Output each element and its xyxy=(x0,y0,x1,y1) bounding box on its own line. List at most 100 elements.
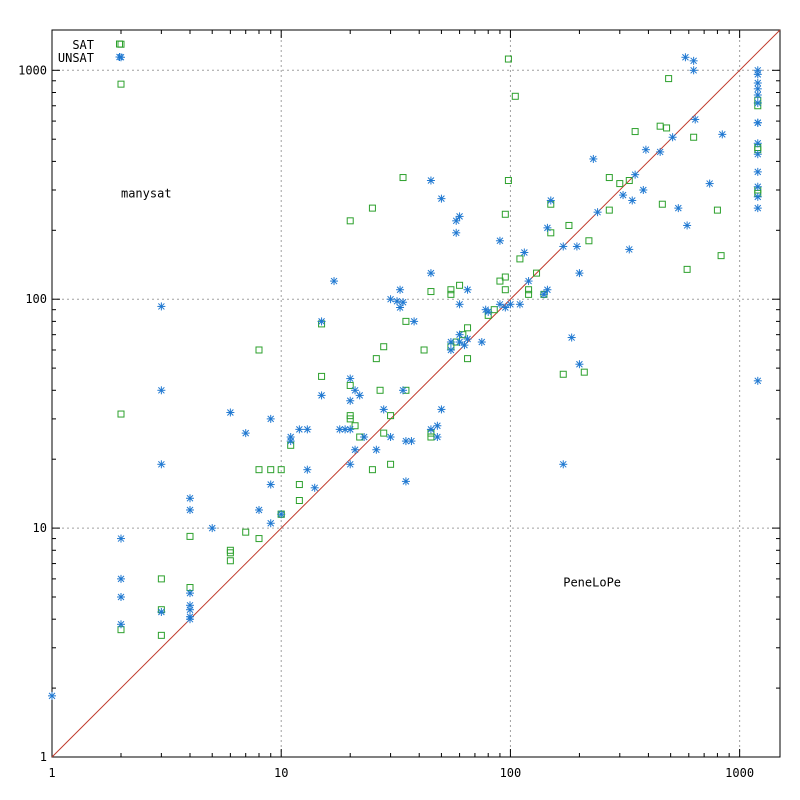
y-tick-label: 1000 xyxy=(18,63,47,77)
sat-point xyxy=(255,535,263,543)
legend: SAT UNSAT xyxy=(58,38,124,65)
annotation-manysat: manysat xyxy=(121,186,172,200)
unsat-point xyxy=(286,437,295,446)
sat-point xyxy=(318,372,326,380)
sat-point xyxy=(226,557,234,565)
unsat-point xyxy=(501,303,510,312)
sat-point xyxy=(464,355,472,363)
unsat-point xyxy=(157,386,166,395)
sat-point xyxy=(447,290,455,298)
unsat-point xyxy=(463,285,472,294)
x-tick-label: 10 xyxy=(274,766,288,780)
unsat-point xyxy=(656,147,665,156)
sat-point xyxy=(226,549,234,557)
unsat-point xyxy=(572,242,581,251)
unsat-point xyxy=(330,277,339,286)
unsat-point xyxy=(691,115,700,124)
unsat-point xyxy=(753,79,762,88)
x-tick-label: 1 xyxy=(48,766,55,780)
unsat-point xyxy=(689,56,698,65)
unsat-point xyxy=(351,445,360,454)
unsat-point xyxy=(317,391,326,400)
unsat-point xyxy=(559,460,568,469)
unsat-point xyxy=(543,223,552,232)
unsat-point xyxy=(543,285,552,294)
unsat-point xyxy=(506,300,515,309)
unsat-point xyxy=(360,433,369,442)
unsat-point xyxy=(559,242,568,251)
unsat-point xyxy=(628,196,637,205)
unsat-point xyxy=(477,338,486,347)
sat-point xyxy=(447,286,455,294)
unsat-point xyxy=(386,295,395,304)
unsat-point xyxy=(463,335,472,344)
unsat-point xyxy=(48,691,56,700)
sat-point xyxy=(376,386,384,394)
sat-point xyxy=(525,290,533,298)
unsat-point xyxy=(689,66,698,75)
sat-point xyxy=(295,497,303,505)
unsat-point xyxy=(254,505,263,514)
unsat-point xyxy=(157,460,166,469)
unsat-point xyxy=(674,204,683,213)
sat-point xyxy=(372,355,380,363)
unsat-point xyxy=(455,338,464,347)
unsat-point xyxy=(753,376,762,385)
sat-point xyxy=(516,255,524,263)
sat-point xyxy=(683,265,691,273)
y-tick-label: 100 xyxy=(25,292,47,306)
sat-point xyxy=(117,40,125,48)
unsat-point xyxy=(401,437,410,446)
sat-point xyxy=(625,177,633,185)
unsat-point xyxy=(593,208,602,217)
unsat-point xyxy=(619,191,628,200)
sat-point xyxy=(295,481,303,489)
unsat-point xyxy=(426,269,435,278)
unsat-point xyxy=(546,196,555,205)
sat-point xyxy=(631,128,639,136)
sat-point xyxy=(255,466,263,474)
x-tick-label: 100 xyxy=(500,766,522,780)
legend-asterisk xyxy=(115,53,124,61)
sat-point xyxy=(402,317,410,325)
unsat-point xyxy=(452,228,461,237)
unsat-point xyxy=(753,204,762,213)
sat-point xyxy=(351,422,359,430)
unsat-point xyxy=(392,297,401,306)
unsat-point xyxy=(753,182,762,191)
unsat-point xyxy=(426,425,435,434)
unsat-point xyxy=(641,145,650,154)
diagonal-line xyxy=(51,29,781,758)
unsat-point xyxy=(399,386,408,395)
sat-point xyxy=(665,75,673,83)
unsat-point xyxy=(277,510,286,519)
legend-label-sat: SAT xyxy=(72,38,94,52)
unsat-point xyxy=(460,341,469,350)
axis-ticks xyxy=(51,30,780,758)
unsat-point xyxy=(681,53,690,62)
unsat-point xyxy=(753,192,762,201)
annotation-penelope: PeneLoPe xyxy=(563,575,621,589)
sat-point xyxy=(427,433,435,441)
legend-label-unsat: UNSAT xyxy=(58,51,94,65)
sat-point xyxy=(580,368,588,376)
sat-point xyxy=(117,80,125,88)
sat-point xyxy=(547,229,555,237)
unsat-point xyxy=(446,345,455,354)
sat-point xyxy=(380,429,388,437)
annotations: manysat PeneLoPe xyxy=(121,186,621,589)
y-tick-label: 1 xyxy=(40,750,47,764)
series-unsat xyxy=(48,53,762,700)
sat-point xyxy=(186,532,194,540)
unsat-point xyxy=(515,300,524,309)
sat-point xyxy=(501,286,509,294)
unsat-point xyxy=(355,391,364,400)
sat-point xyxy=(525,286,533,294)
sat-point xyxy=(399,174,407,182)
legend-marker-sat xyxy=(116,40,123,48)
unsat-point xyxy=(753,150,762,159)
unsat-point xyxy=(266,519,275,528)
grid-lines xyxy=(52,30,780,757)
unsat-point xyxy=(410,317,419,326)
